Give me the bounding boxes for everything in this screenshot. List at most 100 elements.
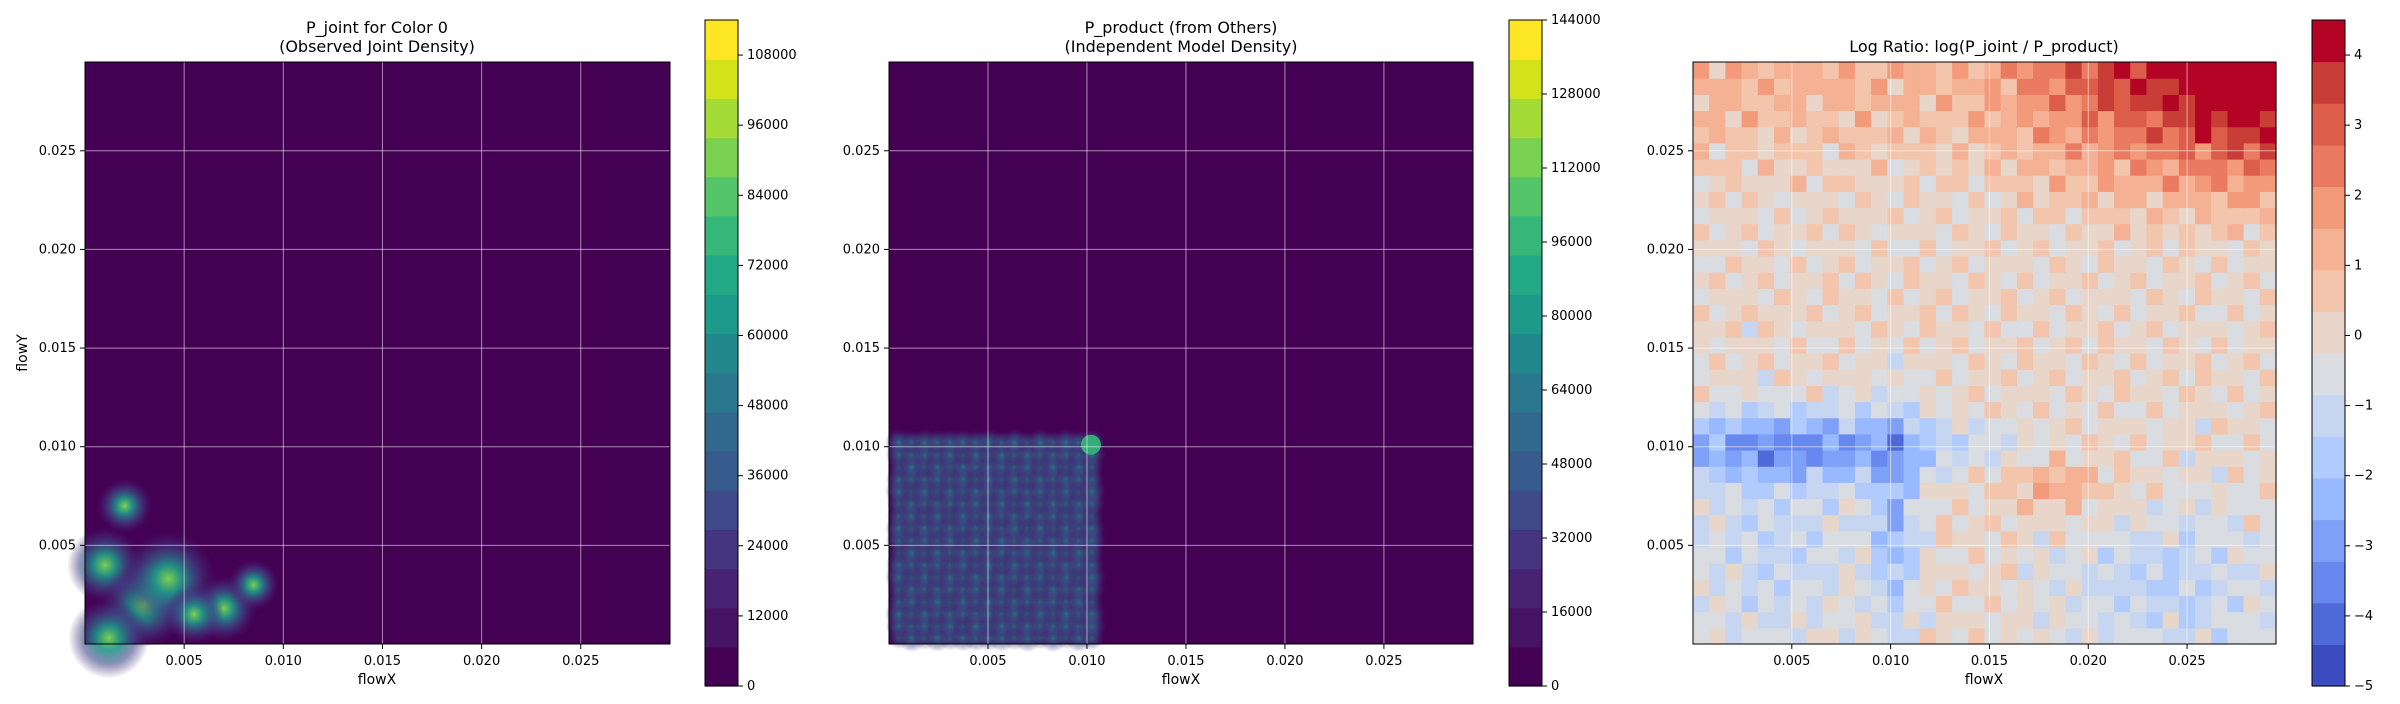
panel-3-cell (2033, 126, 2050, 144)
panel-3-cell (1871, 159, 1888, 176)
panel-3-cell (1903, 595, 1921, 613)
panel-3-cell (1757, 175, 1775, 192)
panel-3-cell (1757, 94, 1775, 112)
panel-3-cell (1887, 417, 1905, 435)
panel-3-cell (1725, 595, 1743, 613)
panel-2-colorbar-label: 48000 (1551, 457, 1592, 472)
panel-3-cell (2130, 530, 2148, 548)
panel-3-cell (1806, 159, 1824, 176)
panel-3-cell (1741, 320, 1759, 338)
panel-3-cell (1919, 369, 1937, 386)
panel-3-cell (2243, 304, 2261, 322)
panel-3-cell (1806, 110, 1824, 128)
panel-3-cell (1935, 530, 1953, 548)
panel-3-cell (2146, 288, 2164, 306)
panel-3-cell (2016, 563, 2034, 580)
panel-3-cell (2065, 482, 2083, 500)
panel-3-cell (2162, 450, 2180, 467)
panel-3-cell (2033, 450, 2050, 467)
panel-3-cell (2162, 433, 2180, 451)
panel-3-cell (1790, 482, 1807, 500)
panel-3-cell (1773, 159, 1791, 176)
panel-3-cell (2146, 175, 2164, 192)
panel-3-cell (1968, 272, 1986, 289)
panel-3-cell (1887, 595, 1905, 613)
panel-3-cell (1871, 239, 1888, 257)
panel-1-colorbar-band (705, 215, 738, 256)
panel-3-cell (2097, 514, 2115, 532)
panel-3-cell (1887, 547, 1905, 564)
panel-3-cell (2146, 530, 2164, 548)
panel-3-cell (1984, 433, 2002, 451)
panel-3-cell (1854, 223, 1872, 241)
panel-3-colorbar-band (2312, 186, 2345, 229)
panel-3-cell (1984, 353, 2002, 370)
panel-3-cell (2211, 514, 2229, 532)
panel-1-axes-frame (84, 61, 671, 645)
panel-3-cell (1773, 433, 1791, 451)
panel-3-cell (2081, 514, 2099, 532)
panel-3-cell (2049, 514, 2067, 532)
panel-3-cell (1757, 627, 1775, 645)
panel-3-cell (1725, 110, 1743, 128)
panel-3-cell (1919, 514, 1937, 532)
panel-3-cell (2000, 401, 2018, 419)
panel-3-cell (1693, 466, 1710, 483)
panel-3-cell (1773, 304, 1791, 322)
panel-3-cell (1822, 191, 1840, 209)
panel-3-cell (1871, 336, 1888, 354)
panel-3-cell (2065, 579, 2083, 597)
panel-3-cell (1968, 530, 1986, 548)
panel-3-cell (2114, 353, 2131, 370)
panel-3-cell (1903, 353, 1921, 370)
panel-3-cell (2259, 159, 2277, 176)
panel-3-cell (2227, 336, 2245, 354)
panel-3-cell (2065, 466, 2083, 483)
panel-3-cell (1903, 547, 1921, 564)
panel-3-cell (1741, 433, 1759, 451)
panel-3-cell (1773, 417, 1791, 435)
panel-3-cell (1757, 159, 1775, 176)
panel-3-cell (2243, 417, 2261, 435)
panel-3-cell (1790, 288, 1807, 306)
panel-3-cell (1790, 126, 1807, 144)
panel-3-cell (1757, 304, 1775, 322)
panel-3-cell (1968, 336, 1986, 354)
panel-3-cell (1935, 627, 1953, 645)
panel-3-axes-frame (1692, 61, 2277, 645)
panel-3-cell (2097, 595, 2115, 613)
panel-3-cell (2227, 304, 2245, 322)
panel-1-colorbar-label: 48000 (747, 399, 788, 414)
panel-3-cell (1887, 482, 1905, 500)
panel-3-cell (1838, 256, 1856, 273)
panel-3-cell (1968, 320, 1986, 338)
panel-3-cell (1968, 110, 1986, 128)
panel-3-cell (1919, 579, 1937, 597)
panel-3-cell (1741, 385, 1759, 403)
panel-2-ytick-label: 0.020 (843, 242, 880, 257)
panel-3-cell (1709, 94, 1726, 112)
panel-3-cell (1838, 126, 1856, 144)
panel-3-cell (1838, 450, 1856, 467)
panel-3-cell (2162, 223, 2180, 241)
panel-3-cell (1693, 191, 1710, 209)
panel-3-cell (1935, 256, 1953, 273)
panel-3-cell (2114, 320, 2131, 338)
panel-3-cell (1968, 482, 1986, 500)
panel-3-cell (1871, 78, 1888, 95)
panel-3-cell (2081, 466, 2099, 483)
panel-3-cell (2049, 207, 2067, 225)
panel-3-cell (1725, 272, 1743, 289)
panel-1-colorbar-band (705, 646, 738, 687)
panel-3-cell (2049, 159, 2067, 176)
panel-3-cell (1709, 547, 1726, 564)
panel-3-cell (1854, 514, 1872, 532)
panel-3-cell (2211, 353, 2229, 370)
panel-2-colorbar-band (1509, 255, 1542, 295)
panel-3-cell (1887, 110, 1905, 128)
panel-3-cell (2162, 417, 2180, 435)
panel-3-cell (1773, 191, 1791, 209)
panel-3-cell (1968, 385, 1986, 403)
panel-3-cell (2114, 175, 2131, 192)
panel-3-cell (1838, 401, 1856, 419)
